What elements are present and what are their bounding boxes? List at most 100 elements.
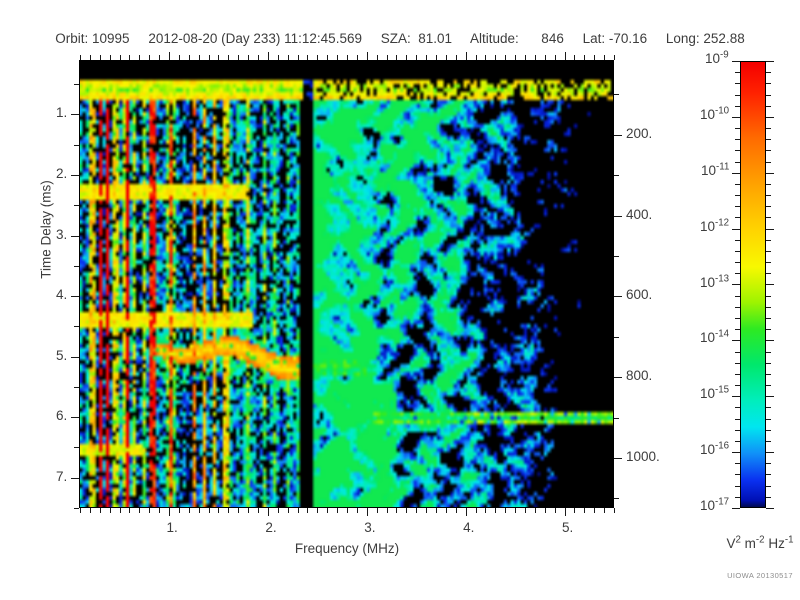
colorbar-tick	[735, 72, 740, 73]
axis-tick	[71, 478, 79, 479]
axis-tick	[614, 94, 619, 95]
axis-tick	[248, 508, 249, 513]
axis-tick	[347, 508, 348, 513]
axis-tick	[238, 55, 239, 60]
axis-tick	[406, 55, 407, 60]
axis-tick	[535, 508, 536, 513]
axis-tick	[169, 52, 170, 60]
colorbar-tick	[732, 117, 740, 118]
colorbar-tick	[766, 117, 774, 118]
axis-tick	[614, 135, 622, 136]
axis-tick	[555, 55, 556, 60]
colorbar-tick	[735, 162, 740, 163]
axis-tick	[80, 508, 81, 513]
colorbar-tick	[735, 240, 740, 241]
axis-tick	[327, 508, 328, 513]
axis-tick	[614, 508, 615, 513]
colorbar-tick-label: 10-13	[700, 273, 730, 290]
axis-tick	[466, 508, 467, 516]
colorbar-tick	[766, 162, 771, 163]
axis-tick	[288, 508, 289, 513]
y-axis-title: Time Delay (ms)	[38, 180, 54, 279]
x-tick-label: 4.	[463, 520, 475, 535]
axis-tick	[584, 508, 585, 513]
axis-tick	[71, 114, 79, 115]
axis-tick	[515, 55, 516, 60]
colorbar[interactable]	[740, 61, 766, 508]
axis-tick	[614, 458, 622, 459]
axis-tick	[337, 55, 338, 60]
axis-tick	[307, 55, 308, 60]
colorbar-tick	[735, 251, 740, 252]
colorbar-tick	[735, 296, 740, 297]
spectrogram-canvas[interactable]	[79, 60, 614, 508]
colorbar-tick-label: 10-17	[700, 496, 730, 513]
colorbar-tick	[766, 173, 774, 174]
colorbar-tick	[735, 352, 740, 353]
axis-tick	[71, 175, 79, 176]
colorbar-tick	[735, 184, 740, 185]
colorbar-tick	[735, 206, 740, 207]
colorbar-tick	[732, 396, 740, 397]
x-axis-title: Frequency (MHz)	[294, 541, 400, 556]
colorbar-tick	[735, 407, 740, 408]
axis-tick	[594, 55, 595, 60]
axis-tick	[604, 55, 605, 60]
axis-tick	[495, 508, 496, 513]
axis-tick	[298, 55, 299, 60]
colorbar-tick	[766, 452, 774, 453]
axis-tick	[476, 55, 477, 60]
axis-tick	[74, 145, 79, 146]
axis-tick	[446, 508, 447, 513]
axis-tick	[515, 508, 516, 513]
y-tick-label: 2.	[56, 166, 68, 182]
colorbar-tick	[766, 195, 771, 196]
axis-tick	[74, 205, 79, 206]
axis-tick	[614, 418, 619, 419]
axis-tick	[436, 55, 437, 60]
colorbar-tick	[735, 307, 740, 308]
colorbar-tick	[735, 273, 740, 274]
colorbar-tick	[766, 273, 771, 274]
axis-tick	[614, 377, 622, 378]
axis-tick	[129, 55, 130, 60]
axis-tick	[120, 508, 121, 513]
colorbar-tick	[766, 329, 771, 330]
axis-tick	[199, 508, 200, 513]
axis-tick	[189, 55, 190, 60]
colorbar-tick	[766, 72, 771, 73]
credit-label: UIOWA 20130517	[727, 571, 793, 580]
axis-tick	[258, 55, 259, 60]
axis-tick	[426, 55, 427, 60]
axis-tick	[278, 55, 279, 60]
colorbar-tick	[766, 251, 771, 252]
axis-tick	[238, 508, 239, 513]
y2-tick-label: 1000.	[626, 448, 660, 464]
colorbar-tick	[766, 284, 774, 285]
colorbar-tick-label: 10-15	[700, 384, 730, 402]
y-tick-label: 1.	[56, 105, 68, 121]
axis-tick	[74, 387, 79, 388]
axis-tick	[74, 326, 79, 327]
colorbar-tick	[766, 318, 771, 319]
colorbar-tick	[735, 497, 740, 498]
colorbar-tick	[766, 217, 771, 218]
axis-tick	[446, 55, 447, 60]
spectrogram-plot-area[interactable]	[79, 60, 614, 508]
axis-tick	[110, 508, 111, 513]
axis-tick	[149, 55, 150, 60]
colorbar-tick	[735, 195, 740, 196]
y-tick-label: 6.	[56, 408, 68, 424]
axis-tick	[71, 357, 79, 358]
colorbar-tick	[735, 474, 740, 475]
axis-tick	[357, 508, 358, 513]
axis-tick	[129, 508, 130, 513]
colorbar-tick	[766, 407, 771, 408]
colorbar-unit-label: V2 m-2 Hz-1	[726, 534, 794, 551]
colorbar-tick	[766, 474, 771, 475]
axis-tick	[614, 337, 619, 338]
axis-tick	[71, 417, 79, 418]
colorbar-tick	[766, 106, 771, 107]
colorbar-tick	[735, 385, 740, 386]
